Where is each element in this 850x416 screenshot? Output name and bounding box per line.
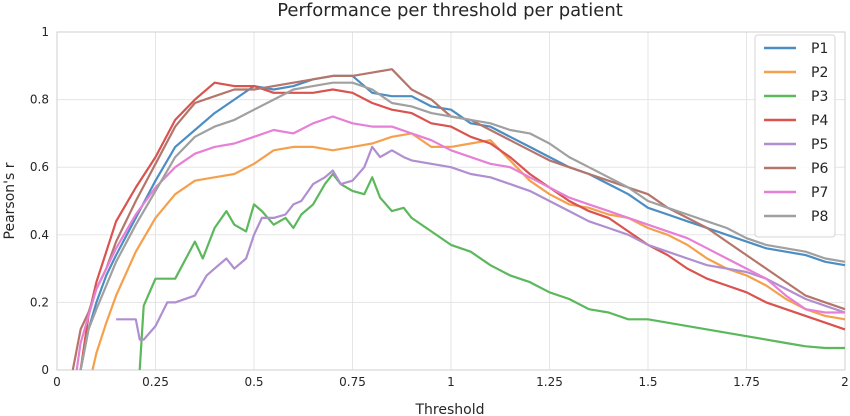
series-line-p6: [71, 68, 846, 371]
chart-title: Performance per threshold per patient: [277, 0, 623, 21]
plot-frame: [56, 31, 846, 371]
x-axis-label: Threshold: [415, 402, 485, 416]
y-tick-label: 0.2: [30, 295, 49, 309]
y-tick-label: 0.4: [30, 228, 49, 242]
x-tick-label: 2: [841, 375, 849, 389]
y-tick-label: 0.6: [30, 160, 49, 174]
series-line-p2: [91, 132, 846, 371]
y-tick-label: 1: [41, 25, 49, 39]
y-tick-label: 0.8: [30, 93, 49, 107]
series-line-p7: [75, 115, 845, 371]
x-tick-label: 1.75: [733, 375, 760, 389]
x-tick-label: 0.25: [142, 375, 169, 389]
series-line-p5: [116, 145, 846, 341]
grid: [56, 31, 846, 371]
series-layer: [71, 68, 846, 371]
y-tick-label: 0: [41, 363, 49, 377]
legend-label: P5: [811, 137, 828, 153]
legend: P1 P2 P3 P4 P5 P6 P7 P8: [754, 34, 836, 238]
series-line-p8: [79, 81, 846, 371]
legend-label: P2: [811, 65, 828, 81]
x-tick-label: 1: [447, 375, 455, 389]
legend-label: P1: [811, 41, 828, 57]
legend-label: P4: [811, 113, 828, 129]
legend-label: P7: [811, 185, 828, 201]
legend-box: [754, 34, 836, 238]
series-line-p4: [79, 81, 846, 371]
x-tick-label: 0: [53, 375, 61, 389]
x-tick-label: 1.5: [638, 375, 657, 389]
legend-label: P6: [811, 161, 828, 177]
legend-label: P8: [811, 209, 828, 225]
series-line-p3: [138, 172, 845, 371]
x-tick-label: 1.25: [536, 375, 563, 389]
x-tick-label: 0.5: [244, 375, 263, 389]
legend-label: P3: [811, 89, 828, 105]
x-tick-label: 0.75: [339, 375, 366, 389]
tick-labels: 0 0.25 0.5 0.75 1 1.25 1.5 1.75 2 0 0.2 0.4 0.6 0.8 1: [30, 25, 849, 389]
y-axis-label: Pearson's r: [2, 162, 18, 239]
series-line-p1: [79, 74, 846, 371]
